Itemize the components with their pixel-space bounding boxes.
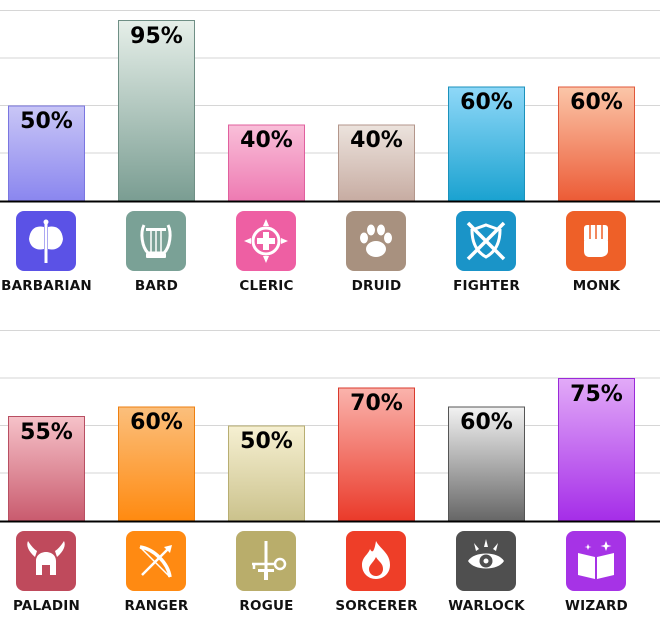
- winged-helmet-icon: [16, 531, 76, 591]
- bow-arrow-icon: [126, 531, 186, 591]
- lyre-icon: [126, 211, 186, 271]
- holy-cross-icon: [236, 211, 296, 271]
- category-label-rogue: ROGUE: [239, 598, 294, 614]
- clenched-fist-icon: [566, 211, 626, 271]
- category-label-monk: MONK: [572, 278, 621, 294]
- paw-print-icon: [346, 211, 406, 271]
- bar-value-label: 60%: [130, 410, 183, 435]
- double-axe-icon: [16, 211, 76, 271]
- bar-sorcerer: [338, 387, 415, 522]
- flame-icon: [346, 531, 406, 591]
- category-label-paladin: PALADIN: [12, 598, 81, 614]
- bar-rogue: [228, 425, 305, 522]
- bar-monk: [558, 86, 635, 202]
- category-label-wizard: WIZARD: [565, 598, 628, 614]
- category-label-druid: DRUID: [351, 278, 402, 294]
- bar-value-label: 60%: [570, 90, 623, 115]
- bar-value-label: 95%: [130, 23, 183, 49]
- bar-fighter: [448, 86, 525, 202]
- bar-druid: [338, 124, 415, 202]
- category-label-fighter: FIGHTER: [453, 278, 520, 294]
- bar-value-label: 60%: [460, 410, 513, 435]
- bar-value-label: 40%: [240, 128, 293, 153]
- bar-value-label: 70%: [350, 391, 403, 416]
- bar-barbarian: [8, 105, 85, 202]
- bar-value-label: 40%: [350, 128, 403, 153]
- category-label-cleric: CLERIC: [239, 278, 294, 294]
- bar-wizard: [558, 378, 635, 522]
- bar-ranger: [118, 406, 195, 522]
- bar-value-label: 50%: [240, 429, 293, 454]
- bar-cleric: [228, 124, 305, 202]
- bar-value-label: 75%: [570, 381, 623, 407]
- chart-bottom: 55% PALADIN 60% RANGER 50% ROGUE 70% SORCER…: [0, 320, 660, 640]
- bar-value-label: 55%: [20, 419, 73, 445]
- eye-icon: [456, 531, 516, 591]
- crossed-swords-shield-icon: [456, 211, 516, 271]
- gridlines: [0, 330, 660, 474]
- chart-top: 50% BARBARIAN 95% BARD 40% CLERIC 40% DRUID…: [0, 10, 660, 294]
- gridlines: [0, 10, 660, 154]
- bar-value-label: 60%: [460, 90, 513, 115]
- category-label-bard: BARD: [134, 278, 179, 294]
- category-label-sorcerer: SORCERER: [335, 598, 418, 614]
- category-label-barbarian: BARBARIAN: [1, 278, 92, 294]
- bar-warlock: [448, 406, 525, 522]
- bar-value-label: 50%: [20, 109, 73, 134]
- chart-top-plot: [0, 10, 660, 203]
- category-label-ranger: RANGER: [124, 598, 189, 614]
- category-label-warlock: WARLOCK: [448, 598, 525, 614]
- chart-bottom-plot: [0, 330, 660, 523]
- dagger-key-icon: [236, 531, 296, 591]
- spellbook-icon: [566, 531, 626, 591]
